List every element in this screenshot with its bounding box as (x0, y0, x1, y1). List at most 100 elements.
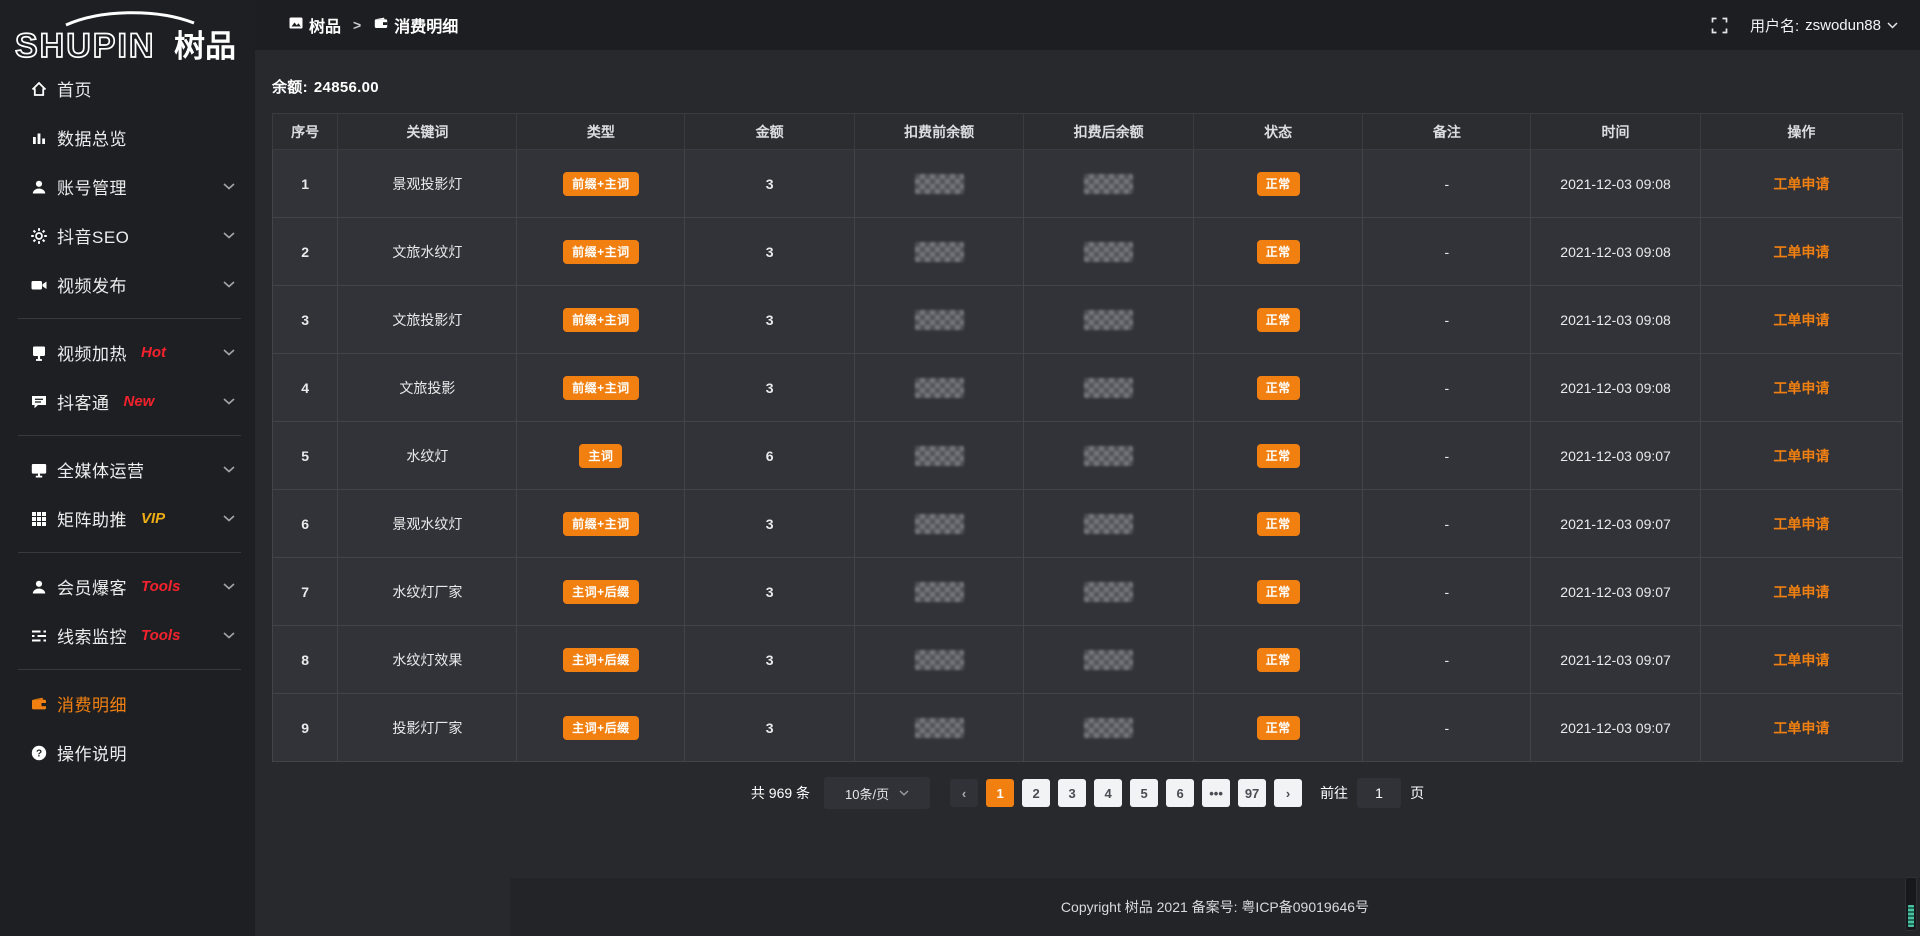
page-button-2[interactable]: 2 (1022, 779, 1051, 807)
user-dropdown[interactable]: 用户名: zswodun88 (1750, 15, 1898, 36)
cell-action: 工单申请 (1699, 353, 1904, 422)
total-count: 共 969 条 (750, 785, 811, 801)
cell-balance-before (853, 625, 1025, 694)
cell-time: 2021-12-03 09:08 (1530, 353, 1701, 422)
sidebar-item-label: 线索监控 (57, 628, 127, 647)
ticket-request-link[interactable]: 工单申请 (1773, 515, 1830, 532)
cell-balance-before (853, 693, 1025, 762)
breadcrumb-current[interactable]: 消费明细 (373, 13, 458, 37)
monitor-icon (30, 461, 57, 479)
next-page-button[interactable]: › (1274, 779, 1303, 807)
sidebar-item-home[interactable]: 首页 (0, 64, 255, 113)
status-badge: 正常 (1256, 375, 1300, 400)
cell-index: 9 (271, 693, 339, 762)
cell-index: 5 (271, 421, 339, 490)
sidebar-item-video-heat[interactable]: 视频加热 Hot (0, 328, 255, 377)
sidebar-item-douyin-seo[interactable]: 抖音SEO (0, 211, 255, 260)
page-button-3[interactable]: 3 (1058, 779, 1087, 807)
type-badge: 主词+后缀 (563, 579, 639, 604)
page-button-1[interactable]: 1 (986, 779, 1015, 807)
cell-action: 工单申请 (1699, 625, 1904, 694)
prev-page-button[interactable]: ‹ (950, 779, 979, 807)
cell-balance-after (1023, 353, 1194, 422)
sidebar-item-doukit[interactable]: 抖客通 New (0, 377, 255, 426)
cell-type: 前缀+主词 (516, 149, 686, 218)
type-badge: 主词+后缀 (563, 647, 639, 672)
sidebar-item-account-management[interactable]: 账号管理 (0, 162, 255, 211)
fullscreen-icon[interactable] (1711, 17, 1728, 34)
status-badge: 正常 (1256, 307, 1300, 332)
status-badge: 正常 (1256, 579, 1300, 604)
redacted-balance (914, 445, 964, 466)
sidebar-item-label: 视频加热 (57, 345, 127, 364)
table-row: 8 水纹灯效果 主词+后缀 3 正常 - 2021-12-03 09:07 工单… (271, 625, 1904, 694)
cell-balance-after (1023, 149, 1194, 218)
status-badge: 正常 (1256, 171, 1300, 196)
sidebar-item-consumption-detail[interactable]: 消费明细 (0, 679, 255, 728)
page-button-6[interactable]: 6 (1166, 779, 1195, 807)
ticket-request-link[interactable]: 工单申请 (1773, 447, 1830, 464)
cell-amount: 3 (684, 353, 855, 422)
ticket-request-link[interactable]: 工单申请 (1773, 719, 1830, 736)
page-button-4[interactable]: 4 (1094, 779, 1123, 807)
sidebar-item-matrix-boost[interactable]: 矩阵助推 VIP (0, 494, 255, 543)
sidebar-item-omnimedia[interactable]: 全媒体运营 (0, 445, 255, 494)
col-amount: 金额 (684, 113, 855, 150)
ticket-request-link[interactable]: 工单申请 (1773, 583, 1830, 600)
footer: Copyright 树品 2021 备案号: 粤ICP备09019646号 (510, 877, 1920, 936)
cell-keyword: 水纹灯厂家 (337, 557, 518, 626)
ticket-request-link[interactable]: 工单申请 (1773, 175, 1830, 192)
cell-index: 6 (271, 489, 339, 558)
cell-index: 8 (271, 625, 339, 694)
redacted-balance (1084, 717, 1134, 738)
chevron-down-icon (223, 232, 235, 239)
cell-keyword: 景观投影灯 (337, 149, 518, 218)
table-row: 5 水纹灯 主词 6 正常 - 2021-12-03 09:07 工单申请 (271, 421, 1904, 490)
menu-divider (18, 669, 241, 670)
cell-status: 正常 (1192, 625, 1364, 694)
table-header-row: 序号 关键词 类型 金额 扣费前余额 扣费后余额 状态 备注 时间 操作 (271, 113, 1904, 150)
cell-time: 2021-12-03 09:08 (1530, 149, 1701, 218)
page-size-select[interactable]: 10条/页 (824, 777, 931, 809)
cell-index: 7 (271, 557, 339, 626)
balance: 余额: 24856.00 (272, 76, 1920, 97)
goto-page-input[interactable] (1357, 778, 1402, 808)
ticket-request-link[interactable]: 工单申请 (1773, 651, 1830, 668)
cell-remark: - (1362, 149, 1532, 218)
sidebar-item-member-tools[interactable]: 会员爆客 Tools (0, 562, 255, 611)
breadcrumb-root[interactable]: 树品 (288, 13, 341, 37)
pagination: 共 969 条 10条/页 ‹ 1 2 3 4 5 6 ••• 97 › 前往 … (255, 777, 1920, 809)
sidebar-item-instructions[interactable]: ? 操作说明 (0, 728, 255, 777)
sidebar-menu: 首页 数据总览 账号管理 抖音SEO (0, 64, 255, 777)
sidebar-item-data-overview[interactable]: 数据总览 (0, 113, 255, 162)
redacted-balance (914, 377, 964, 398)
cell-balance-before (853, 353, 1025, 422)
cell-index: 1 (271, 149, 339, 218)
ticket-request-link[interactable]: 工单申请 (1773, 379, 1830, 396)
logo-text-en: SHUPIN (15, 27, 155, 65)
ticket-request-link[interactable]: 工单申请 (1773, 311, 1830, 328)
sidebar-item-video-publish[interactable]: 视频发布 (0, 260, 255, 309)
hot-badge: Hot (141, 344, 166, 361)
cell-balance-before (853, 149, 1025, 218)
chevron-down-icon (223, 466, 235, 473)
col-keyword: 关键词 (337, 113, 518, 150)
sidebar-item-label: 会员爆客 (57, 579, 127, 598)
chevron-down-icon (223, 281, 235, 288)
ticket-request-link[interactable]: 工单申请 (1773, 243, 1830, 260)
page-button-5[interactable]: 5 (1130, 779, 1159, 807)
cell-remark: - (1362, 489, 1532, 558)
table-row: 7 水纹灯厂家 主词+后缀 3 正常 - 2021-12-03 09:07 工单… (271, 557, 1904, 626)
sidebar-item-lead-monitor[interactable]: 线索监控 Tools (0, 611, 255, 660)
cell-action: 工单申请 (1699, 489, 1904, 558)
status-badge: 正常 (1256, 443, 1300, 468)
page-button-97[interactable]: 97 (1238, 779, 1267, 807)
page-ellipsis-button[interactable]: ••• (1202, 779, 1231, 807)
app-logo[interactable]: SHUPIN 树品 (0, 0, 255, 66)
cell-type: 主词+后缀 (516, 625, 686, 694)
status-badge: 正常 (1256, 715, 1300, 740)
cell-keyword: 投影灯厂家 (337, 693, 518, 762)
main-content: 余额: 24856.00 序号 关键词 类型 金额 扣费前余额 扣费后余额 状态 … (255, 50, 1920, 936)
scrollbar-widget[interactable] (1905, 877, 1917, 931)
cell-time: 2021-12-03 09:07 (1530, 421, 1701, 490)
